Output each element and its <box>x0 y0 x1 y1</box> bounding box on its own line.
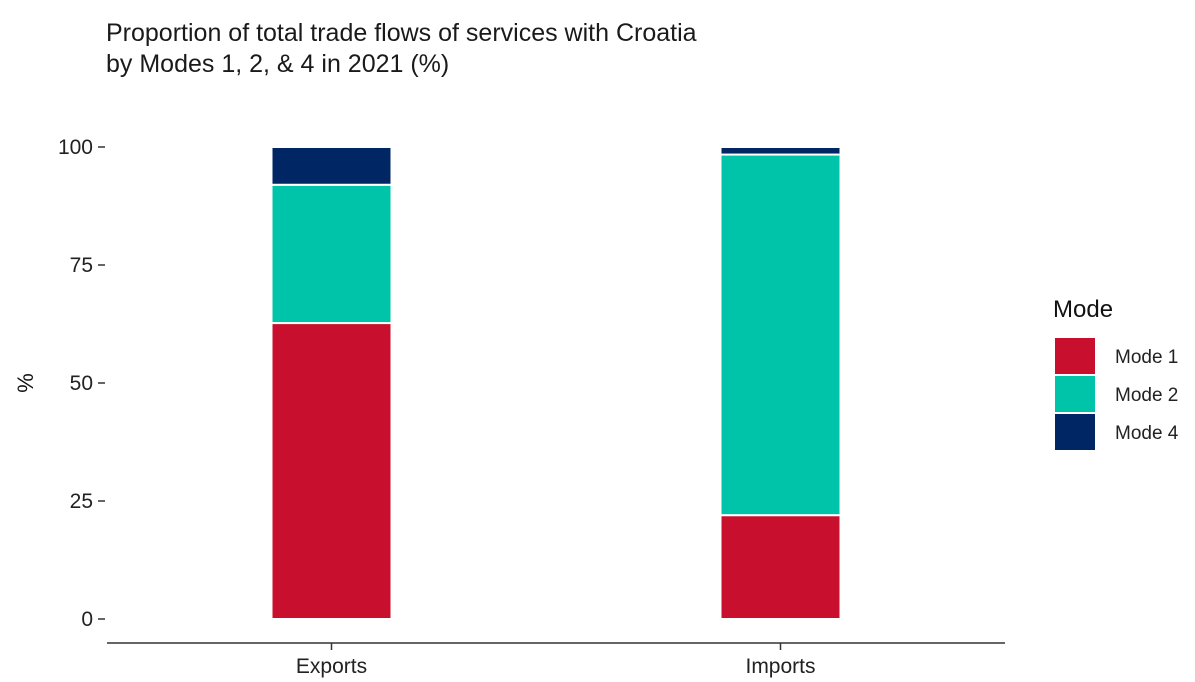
y-tick-label: 75 <box>70 254 93 277</box>
x-tick-label-imports: Imports <box>745 655 815 678</box>
bar-imports-mode-2 <box>719 153 842 517</box>
chart-title-line-1: Proportion of total trade flows of servi… <box>106 19 697 47</box>
bar-exports-mode-1 <box>270 322 393 620</box>
legend-label-mode-1: Mode 1 <box>1115 347 1178 368</box>
legend-label-mode-2: Mode 2 <box>1115 385 1178 406</box>
bar-imports-mode-4 <box>719 146 842 156</box>
legend-key-mode-2 <box>1053 374 1097 414</box>
legend-title: Mode <box>1053 296 1113 323</box>
bar-stack-imports <box>719 146 842 620</box>
y-axis-label: % <box>13 373 38 393</box>
y-tick-label: 50 <box>70 372 93 395</box>
y-axis: 0 25 50 75 100 <box>58 136 105 631</box>
legend-key-mode-4 <box>1053 412 1097 452</box>
y-tick-label: 0 <box>81 608 93 631</box>
legend: Mode Mode 1 Mode 2 Mode 4 <box>1053 296 1179 452</box>
legend-label-mode-4: Mode 4 <box>1115 423 1179 444</box>
bar-exports-mode-2 <box>270 183 393 325</box>
bar-imports-mode-1 <box>719 514 842 620</box>
chart-title-line-2: by Modes 1, 2, & 4 in 2021 (%) <box>106 50 449 78</box>
bars <box>270 146 842 620</box>
bar-exports-mode-4 <box>270 146 393 186</box>
legend-key-mode-1 <box>1053 336 1097 376</box>
y-tick-label: 25 <box>70 490 93 513</box>
y-tick-label: 100 <box>58 136 93 159</box>
bar-stack-exports <box>270 146 393 620</box>
x-tick-label-exports: Exports <box>296 655 367 678</box>
chart-title: Proportion of total trade flows of servi… <box>106 19 697 78</box>
x-axis: Exports Imports <box>107 642 1005 678</box>
